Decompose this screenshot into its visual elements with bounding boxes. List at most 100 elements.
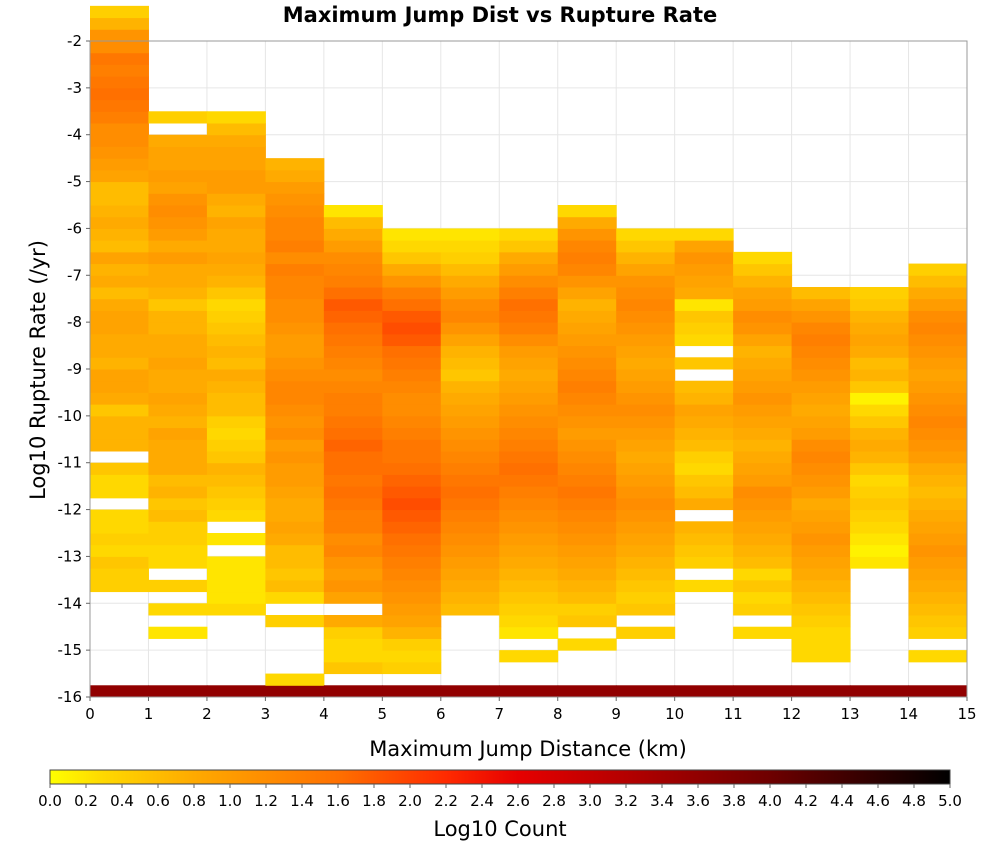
- heatmap-cell: [499, 427, 559, 440]
- heatmap-cell: [616, 404, 676, 417]
- heatmap-cell: [323, 638, 383, 651]
- heatmap-cell: [791, 345, 851, 358]
- heatmap-cell: [323, 263, 383, 276]
- heatmap-cell: [557, 509, 617, 522]
- heatmap-cell: [850, 533, 910, 546]
- heatmap-cell: [733, 357, 793, 370]
- heatmap-cell: [382, 603, 442, 616]
- colorbar-ticks: 0.0 0.2 0.4 0.6 0.8 1.0 1.2 1.4 1.6 1.8 2.0 2.2 2.4 2…: [38, 784, 962, 810]
- heatmap-cell: [148, 626, 208, 639]
- heatmap-cell: [733, 497, 793, 511]
- colorbar-tick-label: 1.0: [218, 792, 242, 810]
- heatmap-cell: [733, 310, 793, 323]
- heatmap-cell: [850, 415, 910, 429]
- heatmap-cell: [206, 579, 266, 593]
- heatmap-cell: [206, 497, 266, 511]
- heatmap-cell: [499, 298, 559, 311]
- heatmap-cell: [148, 345, 208, 358]
- heatmap-cell: [674, 462, 734, 475]
- heatmap-cell: [265, 380, 325, 393]
- heatmap-cell: [148, 427, 208, 440]
- heatmap-cell: [382, 544, 442, 557]
- colorbar-tick-label: 4.8: [902, 792, 926, 810]
- heatmap-cell: [90, 275, 149, 288]
- heatmap-cell: [616, 357, 676, 370]
- heatmap-cell: [206, 357, 266, 370]
- heatmap-cell: [733, 556, 793, 569]
- heatmap-cell: [557, 533, 617, 546]
- heatmap-cell: [323, 615, 383, 628]
- heatmap-cell: [90, 462, 149, 475]
- heatmap-cell: [206, 228, 266, 241]
- heatmap-cell: [265, 193, 325, 206]
- heatmap-cell: [265, 673, 325, 686]
- heatmap-cell: [90, 99, 149, 112]
- heatmap-cell: [148, 685, 208, 698]
- heatmap-cell: [616, 369, 676, 382]
- heatmap-cell: [499, 579, 559, 593]
- heatmap-cell: [323, 310, 383, 323]
- heatmap-cell: [265, 369, 325, 382]
- heatmap-cell: [499, 509, 559, 522]
- heatmap-cell: [382, 685, 442, 698]
- heatmap-cell: [90, 404, 149, 417]
- heatmap-cell: [206, 415, 266, 429]
- heatmap-cell: [557, 240, 617, 253]
- heatmap-cell: [733, 451, 793, 464]
- heatmap-cell: [850, 287, 910, 300]
- heatmap-cell: [90, 415, 149, 429]
- heatmap-cell: [733, 626, 793, 639]
- heatmap-cell: [440, 685, 500, 698]
- heatmap-cell: [265, 275, 325, 288]
- heatmap-cell: [90, 333, 149, 347]
- heatmap-cell: [148, 310, 208, 323]
- x-tick-label: 12: [782, 705, 801, 723]
- heatmap-cell: [440, 369, 500, 382]
- heatmap-cell: [265, 263, 325, 276]
- heatmap-cell: [908, 533, 968, 546]
- heatmap-cell: [148, 357, 208, 370]
- heatmap-cell: [148, 169, 208, 183]
- heatmap-cell: [382, 427, 442, 440]
- heatmap-cell: [90, 111, 149, 124]
- heatmap-cell: [733, 369, 793, 382]
- heatmap-cell: [206, 310, 266, 323]
- heatmap-cell: [499, 251, 559, 265]
- heatmap-cell: [323, 497, 383, 511]
- heatmap-cell: [616, 486, 676, 499]
- heatmap-cell: [90, 287, 149, 300]
- heatmap-cell: [908, 521, 968, 534]
- heatmap-cell: [674, 404, 734, 417]
- heatmap-cell: [616, 451, 676, 464]
- x-tick-label: 4: [319, 705, 329, 723]
- heatmap-cell: [323, 380, 383, 393]
- colorbar-tick-label: 3.4: [650, 792, 674, 810]
- heatmap-cell: [382, 533, 442, 546]
- heatmap-cell: [382, 661, 442, 675]
- heatmap-cell: [499, 415, 559, 429]
- heatmap-cell: [733, 568, 793, 581]
- heatmap-cell: [674, 240, 734, 253]
- heatmap-cell: [265, 497, 325, 511]
- heatmap-cell: [382, 287, 442, 300]
- heatmap-cell: [323, 333, 383, 347]
- heatmap-cell: [616, 228, 676, 241]
- heatmap-cell: [850, 357, 910, 370]
- heatmap-cell: [323, 685, 383, 698]
- heatmap-cell: [440, 380, 500, 393]
- heatmap-cell: [382, 404, 442, 417]
- y-tick-label: -3: [67, 79, 82, 97]
- heatmap-cell: [557, 322, 617, 335]
- heatmap-cell: [90, 380, 149, 393]
- heatmap-cell: [674, 427, 734, 440]
- heatmap-cell: [440, 263, 500, 276]
- heatmap-cell: [908, 369, 968, 382]
- heatmap-cell: [499, 392, 559, 405]
- heatmap-cell: [206, 392, 266, 405]
- heatmap-cell: [382, 650, 442, 663]
- heatmap-cell: [616, 240, 676, 253]
- heatmap-cell: [499, 603, 559, 616]
- heatmap-cell: [616, 521, 676, 534]
- heatmap-cell: [382, 369, 442, 382]
- heatmap-cell: [616, 509, 676, 522]
